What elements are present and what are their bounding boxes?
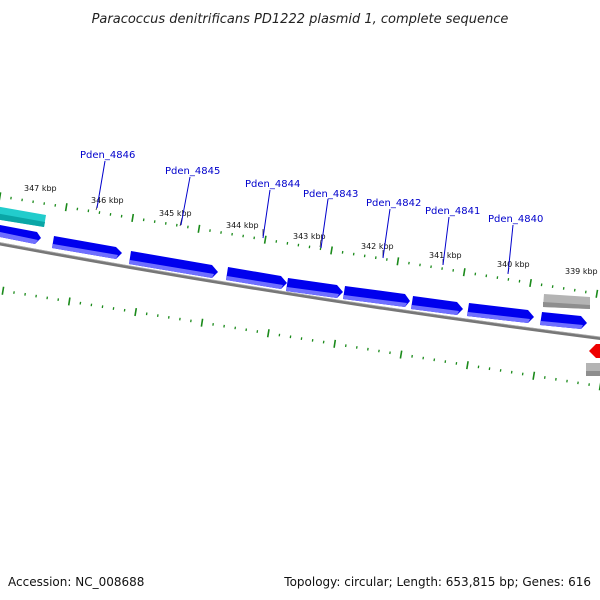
minor-tick xyxy=(76,207,79,211)
kbp-scale: 347 kbp 346 kbp 345 kbp 344 kbp 343 kbp … xyxy=(24,184,598,276)
inner-tick-track xyxy=(1,286,600,391)
scale-label-340-kbp: 340 kbp xyxy=(497,260,530,269)
gray-feature-lower[interactable] xyxy=(586,363,600,376)
gene-label-pden-4840[interactable]: Pden_4840 xyxy=(488,214,543,225)
major-tick xyxy=(0,192,2,201)
minor-tick xyxy=(220,231,222,234)
gene-label-leader xyxy=(507,224,514,275)
major-tick xyxy=(263,235,267,244)
gene-arrow-pden-4840[interactable] xyxy=(467,303,534,323)
scale-label-344-kbp: 344 kbp xyxy=(226,221,259,230)
gene-label-pden-4841[interactable]: Pden_4841 xyxy=(425,206,480,217)
scale-label-347-kbp: 347 kbp xyxy=(24,184,57,193)
gene-arrow-pden-4845[interactable] xyxy=(129,251,218,278)
gene-arrow-pden-4842[interactable] xyxy=(343,286,410,307)
minor-tick xyxy=(378,349,380,353)
major-tick xyxy=(333,339,337,348)
gene-arrow-pden-4841[interactable] xyxy=(411,296,463,315)
minor-tick xyxy=(385,258,388,261)
minor-tick xyxy=(54,203,57,207)
minor-tick xyxy=(430,265,432,269)
gene-arrow-pden-4844[interactable] xyxy=(226,267,287,289)
sequence-backbone-highlight xyxy=(0,242,600,338)
gene-label-leader xyxy=(442,216,450,266)
major-tick xyxy=(399,350,403,359)
red-gene-arrow[interactable] xyxy=(589,344,600,358)
gene-label-leader xyxy=(180,176,191,226)
minor-tick xyxy=(322,340,325,344)
gene-label-pden-4846[interactable]: Pden_4846 xyxy=(80,150,135,161)
gene-label-leader xyxy=(96,160,106,209)
minor-tick xyxy=(408,261,410,265)
major-tick xyxy=(466,361,469,370)
gene-label-pden-4845[interactable]: Pden_4845 xyxy=(165,166,220,177)
minor-tick xyxy=(573,288,576,292)
scale-label-339-kbp: 339 kbp xyxy=(565,267,598,276)
outer-tick-track xyxy=(0,192,599,298)
major-tick xyxy=(330,246,333,255)
cyan-feature[interactable] xyxy=(0,206,46,227)
major-tick xyxy=(67,297,71,306)
major-tick xyxy=(197,224,201,233)
major-tick xyxy=(134,307,138,317)
major-tick xyxy=(64,203,68,212)
scale-label-346-kbp: 346 kbp xyxy=(91,196,124,205)
gene-arrow-pden-4843[interactable] xyxy=(286,278,343,298)
major-tick xyxy=(595,289,599,298)
accession-text: Accession: NC_008688 xyxy=(8,575,144,589)
gene-label-leader xyxy=(262,189,271,239)
major-tick xyxy=(131,213,135,223)
gene-label-pden-4842[interactable]: Pden_4842 xyxy=(366,198,421,209)
scale-label-341-kbp: 341 kbp xyxy=(429,251,462,260)
major-tick xyxy=(200,318,204,327)
scale-label-343-kbp: 343 kbp xyxy=(293,232,326,241)
gene-labels: Pden_4846 Pden_4845 Pden_4844 Pden_4843 … xyxy=(80,150,543,275)
topology-text: Topology: circular; Length: 653,815 bp; … xyxy=(283,575,591,589)
gene-arrow[interactable] xyxy=(540,312,587,329)
sequence-backbone xyxy=(0,242,600,340)
minor-tick xyxy=(98,211,101,215)
gene-label-pden-4843[interactable]: Pden_4843 xyxy=(303,189,358,200)
minor-tick xyxy=(433,358,436,362)
gene-label-pden-4844[interactable]: Pden_4844 xyxy=(245,179,300,190)
major-tick xyxy=(532,371,536,380)
scale-label-342-kbp: 342 kbp xyxy=(361,242,394,251)
gray-feature-upper[interactable] xyxy=(543,294,590,309)
scale-pointer xyxy=(319,239,322,248)
major-tick xyxy=(1,286,5,295)
major-tick xyxy=(266,329,270,338)
scale-label-345-kbp: 345 kbp xyxy=(159,209,192,218)
minor-tick xyxy=(551,285,554,289)
major-tick xyxy=(529,278,532,288)
major-tick xyxy=(396,257,400,266)
major-tick xyxy=(462,268,466,277)
minor-tick xyxy=(242,234,245,238)
map-title: Paracoccus denitrificans PD1222 plasmid … xyxy=(92,12,509,27)
gene-arrow[interactable] xyxy=(0,224,41,244)
gene-arrow-pden-4846[interactable] xyxy=(52,236,122,259)
gene-label-leader xyxy=(382,208,391,259)
minor-tick xyxy=(79,301,82,305)
gene-label-leader xyxy=(320,198,329,249)
